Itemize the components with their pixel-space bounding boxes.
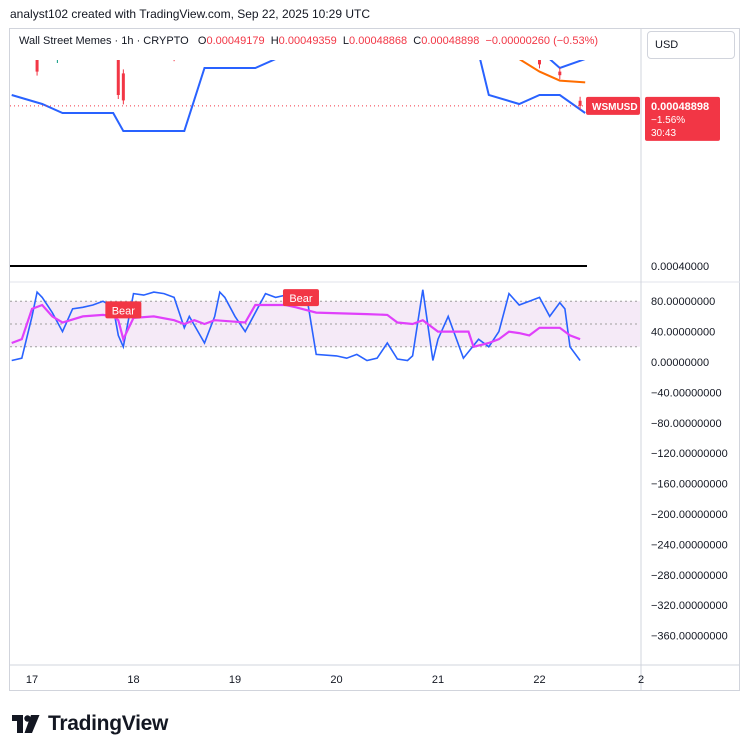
close-label: C	[413, 35, 422, 47]
tradingview-logo[interactable]: TradingView	[12, 712, 168, 736]
candle-body	[355, 5, 358, 7]
time-axis-tick-label: 22	[533, 674, 545, 686]
time-axis-tick-label: 17	[26, 674, 38, 686]
time-axis-tick-label: 21	[432, 674, 444, 686]
candle-body	[35, 60, 39, 72]
time-axis-tick-label: 18	[127, 674, 139, 686]
low-label: L	[342, 35, 350, 47]
price-pane	[10, 5, 640, 267]
stochastic-axis-tick-label: −240.00000000	[651, 539, 728, 551]
bear-signal-label	[282, 289, 319, 307]
last-price-tag-countdown: 30:43	[651, 128, 676, 139]
stochastic-axis-tick-label: 0.00000000	[651, 357, 709, 369]
stochastic-axis-tick-label: −320.00000000	[651, 600, 728, 612]
candle-body	[116, 60, 120, 95]
symbol-price-tag	[586, 96, 640, 115]
last-price-tag	[645, 96, 720, 141]
axes: 0.000800000.000700000.000600000.00040000…	[10, 28, 740, 691]
candle-body	[497, 50, 500, 52]
candle-body	[208, 50, 211, 52]
stochastic-axis-tick-label: −280.00000000	[651, 570, 728, 582]
candle-body	[518, 52, 521, 56]
bear-signal-text: Bear	[289, 293, 313, 305]
symbol-label[interactable]: Wall Street Memes · 1h · CRYPTO	[19, 35, 189, 47]
last-price-tag-change: −1.56%	[651, 115, 685, 126]
last-price-tag-price: 0.00048898	[651, 101, 709, 113]
stochastic-axis-tick-label: −200.00000000	[651, 509, 728, 521]
time-axis-tick-label: 2	[638, 674, 644, 686]
attribution-header: analyst102 created with TradingView.com,…	[10, 7, 370, 21]
basis-line	[11, 60, 586, 84]
ohlc-legend: Wall Street Memes · 1h · CRYPTO O0.00049…	[19, 35, 598, 47]
change-value: −0.00000260 (−0.53%)	[485, 35, 599, 47]
high-value: 0.00049359	[278, 35, 337, 47]
low-value: 0.00048868	[349, 35, 408, 47]
candle-body	[173, 54, 176, 58]
upper-band-line	[549, 60, 586, 70]
candle-body	[426, 5, 429, 9]
stochastic-axis-tick-label: −160.00000000	[651, 479, 728, 491]
tradingview-logo-icon	[12, 715, 40, 733]
candle-body	[315, 5, 318, 7]
candle-body	[578, 100, 582, 106]
candle-body	[447, 10, 450, 12]
time-axis-tick-label: 20	[330, 674, 342, 686]
candle-body	[284, 9, 287, 11]
lower-band-line	[11, 60, 586, 132]
stochastic-axis-tick-label: −40.00000000	[651, 387, 722, 399]
stochastic-pane: Bear Bear	[10, 289, 640, 362]
time-axis-tick-label: 19	[229, 674, 241, 686]
stochastic-axis-tick-label: 40.00000000	[651, 327, 715, 339]
high-label: H	[270, 35, 279, 47]
price-axis-tick-label: 0.00040000	[651, 261, 709, 273]
open-value: 0.00049179	[206, 35, 265, 47]
stochastic-axis-tick-label: 80.00000000	[651, 296, 715, 308]
tradingview-logo-text: TradingView	[48, 712, 169, 735]
candle-body	[121, 73, 125, 101]
open-label: O	[197, 35, 207, 47]
bear-signal-label	[105, 301, 142, 319]
stochastic-axis-tick-label: −360.00000000	[651, 631, 728, 643]
candle-body	[558, 71, 562, 76]
stochastic-axis-tick-label: −80.00000000	[651, 418, 722, 430]
stochastic-d-line	[11, 303, 581, 349]
candle-body	[538, 60, 541, 65]
candle-body	[254, 23, 257, 36]
candle-body	[396, 5, 399, 7]
stochastic-axis-tick-label: −120.00000000	[651, 448, 728, 460]
symbol-tag-text: WSMUSD	[592, 102, 638, 113]
currency-button[interactable]: USD	[647, 31, 735, 59]
chart-frame	[9, 28, 740, 691]
close-value: 0.00048898	[421, 35, 480, 47]
bear-signal-text: Bear	[112, 305, 136, 317]
candle-body	[56, 50, 59, 59]
